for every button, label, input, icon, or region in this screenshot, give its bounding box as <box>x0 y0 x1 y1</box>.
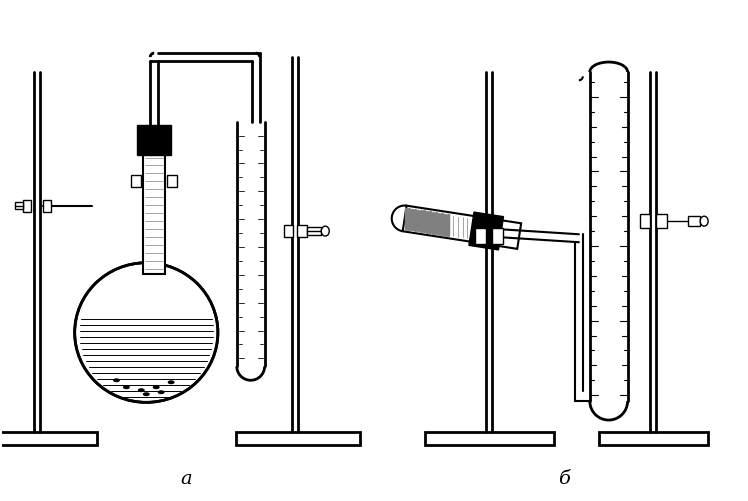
Polygon shape <box>469 213 503 250</box>
Bar <box>138 125 171 155</box>
Ellipse shape <box>153 385 159 389</box>
Ellipse shape <box>138 388 145 392</box>
Bar <box>425 432 554 445</box>
Ellipse shape <box>123 385 130 389</box>
Ellipse shape <box>113 379 120 382</box>
Bar <box>167 176 177 188</box>
Bar <box>283 225 293 237</box>
Ellipse shape <box>168 381 174 384</box>
Bar <box>43 201 51 213</box>
Bar <box>640 215 651 228</box>
Bar <box>688 217 700 226</box>
Bar <box>476 228 486 244</box>
Polygon shape <box>402 206 521 249</box>
Bar <box>15 203 23 210</box>
Ellipse shape <box>322 226 329 236</box>
Ellipse shape <box>143 392 150 396</box>
Bar <box>598 432 708 445</box>
Ellipse shape <box>75 263 218 402</box>
Bar <box>132 176 141 188</box>
Bar <box>236 432 360 445</box>
Ellipse shape <box>158 390 165 394</box>
Bar <box>298 225 307 237</box>
Ellipse shape <box>700 217 708 226</box>
Bar <box>144 147 165 275</box>
Bar <box>307 227 322 235</box>
Text: б: б <box>558 469 570 487</box>
Bar <box>657 215 667 228</box>
Bar <box>492 228 503 244</box>
Text: a: a <box>180 469 191 487</box>
Bar <box>0 432 96 445</box>
Bar <box>23 201 31 213</box>
